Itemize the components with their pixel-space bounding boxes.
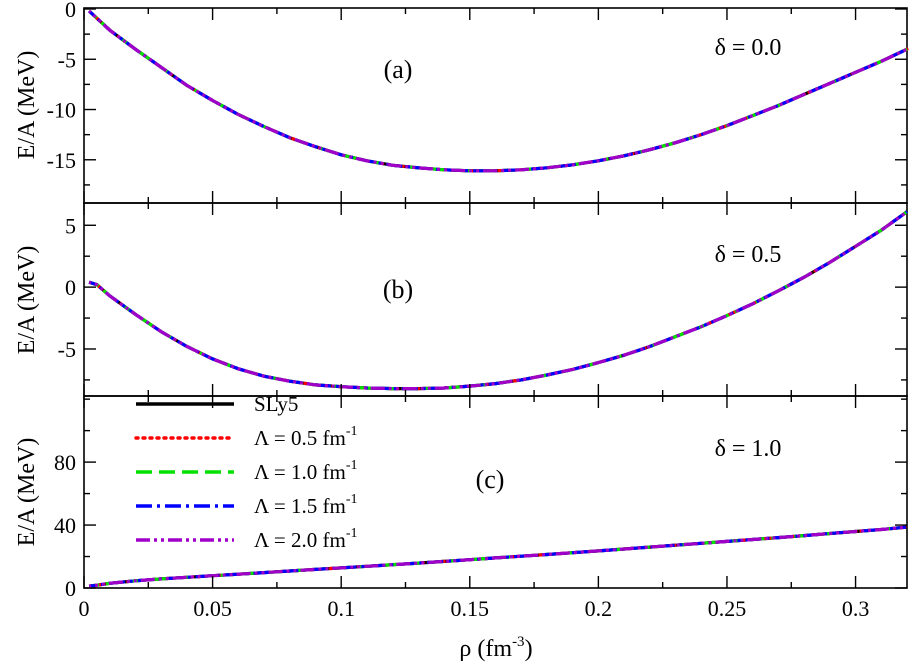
panel-c-ylabel: E/A (MeV) bbox=[14, 438, 40, 547]
panel-a-xticks bbox=[83, 8, 857, 203]
x-axis-title-main: ρ (fm bbox=[459, 636, 512, 662]
x-axis-title-tail: ) bbox=[525, 636, 533, 662]
legend-label-l10: Λ = 1.0 fm-1 bbox=[254, 458, 358, 484]
x-tick-label: 0.05 bbox=[193, 596, 232, 621]
x-axis-title-sup: -3 bbox=[512, 634, 525, 650]
series-l10-line bbox=[88, 9, 908, 173]
legend-label-l15: Λ = 1.5 fm-1 bbox=[254, 492, 358, 518]
panel-c-label: (c) bbox=[476, 465, 505, 494]
y-tick-label: 40 bbox=[54, 513, 76, 538]
panel-b-label: (b) bbox=[383, 275, 413, 304]
series-sly5-line bbox=[88, 210, 908, 391]
series-l20-line bbox=[88, 525, 908, 588]
x-axis-title: ρ (fm-3) bbox=[459, 634, 532, 662]
x-tick-labels: 0 0.05 0.1 0.15 0.2 0.25 0.3 bbox=[79, 596, 870, 621]
series-sly5-line bbox=[88, 9, 908, 173]
panel-c-yticks: 0 40 80 bbox=[54, 398, 907, 601]
x-tick-label: 0.2 bbox=[585, 596, 613, 621]
series-l20-line bbox=[88, 210, 908, 391]
panel-a-yticks: 0 -5 -10 -15 bbox=[47, 0, 907, 186]
panel-b-yticks: 5 0 -5 bbox=[58, 213, 907, 381]
series-l10-line bbox=[88, 210, 908, 391]
panel-a-delta-label: δ = 0.0 bbox=[715, 35, 782, 61]
x-tick-label: 0.25 bbox=[708, 596, 747, 621]
panel-c-frame bbox=[83, 395, 908, 589]
panel-c: 0 40 80 (c) δ = 1.0 E/A (MeV) SLy5 Λ = 0.5 … bbox=[14, 392, 909, 601]
x-tick-label: 0.1 bbox=[327, 596, 355, 621]
y-tick-label: -5 bbox=[58, 47, 76, 72]
x-tick-label: 0.15 bbox=[451, 596, 490, 621]
legend-label-l20: Λ = 2.0 fm-1 bbox=[254, 526, 358, 552]
series-l20-line bbox=[88, 9, 908, 173]
panel-c-xticks bbox=[83, 396, 857, 588]
series-l15-line bbox=[88, 9, 908, 173]
panel-a-ylabel: E/A (MeV) bbox=[14, 51, 40, 160]
y-tick-label: 0 bbox=[65, 0, 76, 22]
panel-b-xticks bbox=[83, 203, 857, 396]
series-l05-line bbox=[87, 9, 909, 173]
y-tick-label: 5 bbox=[65, 213, 76, 238]
panel-b-delta-label: δ = 0.5 bbox=[715, 242, 782, 268]
y-tick-label: -10 bbox=[47, 98, 76, 123]
panel-c-delta-label: δ = 1.0 bbox=[715, 436, 782, 462]
y-tick-label: 0 bbox=[65, 576, 76, 601]
panel-a: 0 -5 -10 -15 (a) δ = 0.0 E/A (MeV) bbox=[14, 0, 909, 204]
legend: SLy5 Λ = 0.5 fm-1 Λ = 1.0 fm-1 Λ = 1.5 fm-1… bbox=[134, 392, 358, 552]
y-tick-label: 80 bbox=[54, 450, 76, 475]
panel-b-frame bbox=[83, 202, 908, 397]
series-l15-line bbox=[88, 210, 908, 391]
panel-a-frame bbox=[83, 7, 908, 204]
series-l05-line bbox=[87, 210, 909, 391]
x-tick-label: 0.3 bbox=[842, 596, 870, 621]
y-tick-label: -15 bbox=[47, 148, 76, 173]
x-tick-label: 0 bbox=[79, 596, 90, 621]
panel-c-curves bbox=[87, 525, 909, 588]
panel-a-curves bbox=[87, 9, 909, 173]
panel-b-curves bbox=[87, 210, 909, 391]
y-tick-label: 0 bbox=[65, 275, 76, 300]
legend-label-l05: Λ = 0.5 fm-1 bbox=[254, 424, 358, 450]
panel-b-ylabel: E/A (MeV) bbox=[14, 246, 40, 355]
panel-a-label: (a) bbox=[384, 55, 413, 84]
panel-b: 5 0 -5 (b) δ = 0.5 E/A (MeV) bbox=[14, 202, 909, 397]
y-tick-label: -5 bbox=[58, 337, 76, 362]
legend-label-sly5: SLy5 bbox=[254, 392, 298, 416]
